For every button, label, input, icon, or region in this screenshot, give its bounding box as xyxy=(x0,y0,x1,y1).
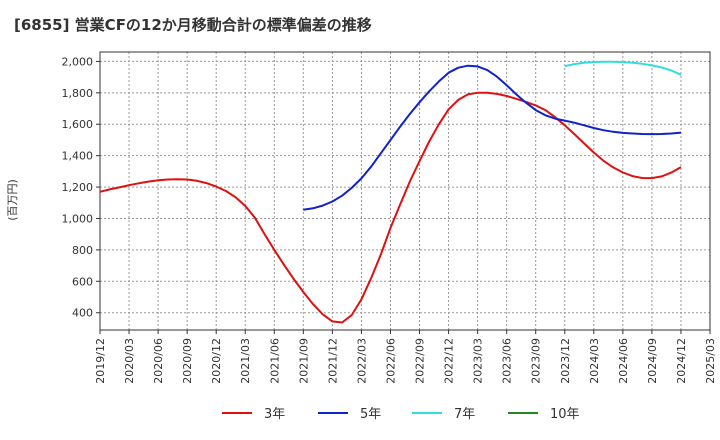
x-tick-label: 2023/06 xyxy=(501,338,514,384)
x-tick-label: 2023/09 xyxy=(530,338,543,384)
x-tick-label: 2023/03 xyxy=(472,338,485,384)
x-tick-label: 2022/06 xyxy=(384,338,397,384)
x-tick-label: 2023/12 xyxy=(559,338,572,384)
x-tick-label: 2024/12 xyxy=(675,338,688,384)
x-tick-label: 2020/03 xyxy=(123,338,136,384)
x-tick-label: 2022/03 xyxy=(355,338,368,384)
y-tick-label: 1,200 xyxy=(62,181,94,194)
x-tick-label: 2024/09 xyxy=(646,338,659,384)
grid-lines xyxy=(99,52,711,330)
x-tick-label: 2020/09 xyxy=(181,338,194,384)
legend-label: 3年 xyxy=(264,407,285,422)
x-tick-label: 2021/06 xyxy=(268,338,281,384)
y-tick-label: 600 xyxy=(72,275,93,288)
x-tick-label: 2025/03 xyxy=(704,338,717,384)
y-tick-label: 1,400 xyxy=(62,150,94,163)
y-axis-ticks: 400 600 800 1,000 1,200 1,400 1,600 1,800 2,000 xyxy=(62,55,100,320)
x-tick-label: 2022/09 xyxy=(414,338,427,384)
y-tick-label: 1,800 xyxy=(62,87,94,100)
y-tick-label: 1,000 xyxy=(62,212,94,225)
y-axis-label: (百万円) xyxy=(6,179,19,221)
series-line-7年 xyxy=(564,60,682,76)
y-tick-label: 400 xyxy=(72,307,93,320)
x-tick-label: 2019/12 xyxy=(94,338,107,384)
x-tick-label: 2021/09 xyxy=(297,338,310,384)
x-tick-label: 2024/03 xyxy=(588,338,601,384)
y-tick-label: 800 xyxy=(72,244,93,257)
x-tick-label: 2021/03 xyxy=(239,338,252,384)
series-line-3年 xyxy=(99,91,682,324)
series-lines xyxy=(99,60,682,324)
x-tick-label: 2020/12 xyxy=(210,338,223,384)
y-tick-label: 2,000 xyxy=(62,55,94,68)
chart-title: [6855] 営業CFの12か月移動合計の標準偏差の推移 xyxy=(14,16,372,34)
x-tick-label: 2021/12 xyxy=(326,338,339,384)
legend: 3年 5年 7年 10年 xyxy=(222,407,580,422)
series-line-5年 xyxy=(303,64,682,211)
legend-label: 5年 xyxy=(360,407,381,422)
x-tick-label: 2022/12 xyxy=(443,338,456,384)
legend-label: 7年 xyxy=(454,407,475,422)
legend-label: 10年 xyxy=(550,407,580,422)
x-tick-label: 2024/06 xyxy=(617,338,630,384)
y-tick-label: 1,600 xyxy=(62,118,94,131)
x-tick-label: 2020/06 xyxy=(152,338,165,384)
x-axis-ticks: 2019/12 2020/03 2020/06 2020/09 2020/12 2021/… xyxy=(94,330,717,384)
